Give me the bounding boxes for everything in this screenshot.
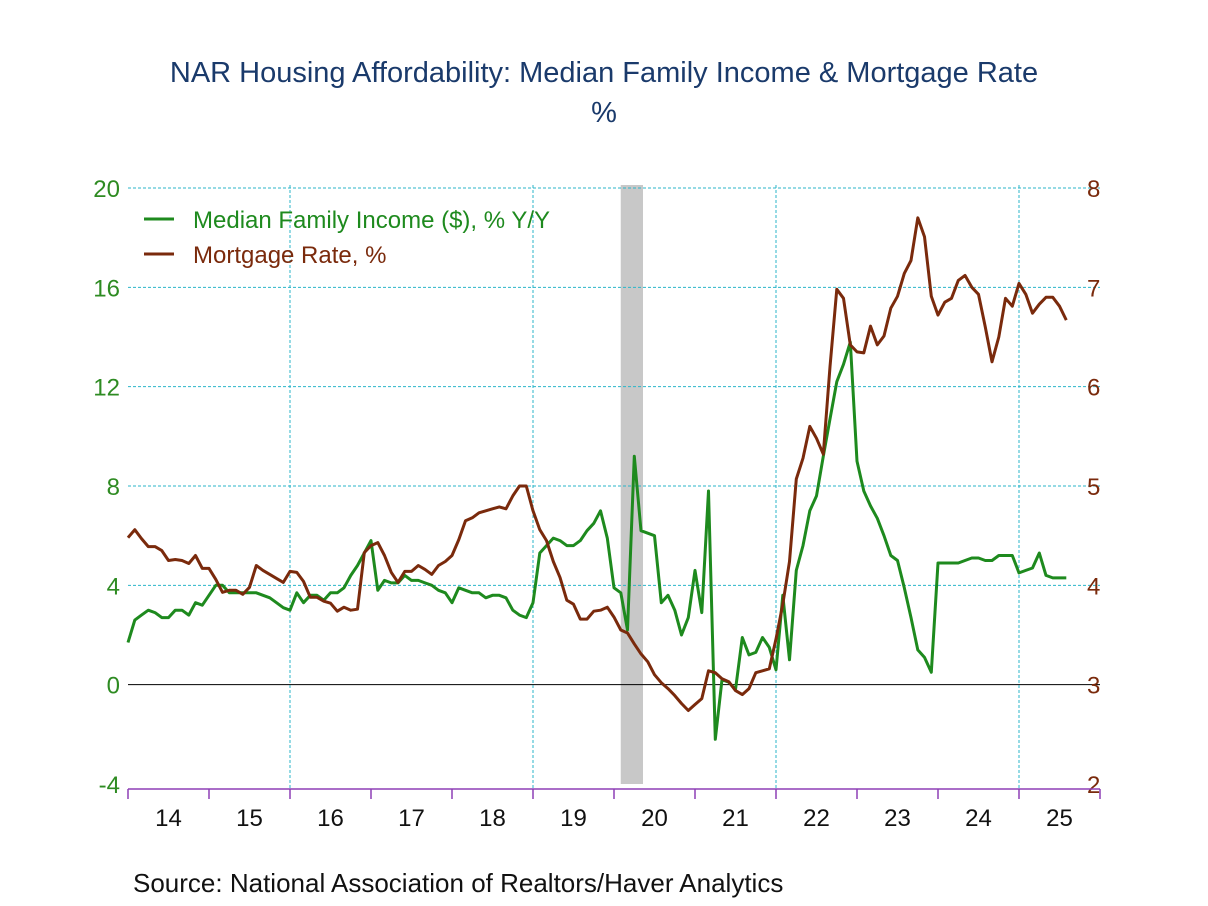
right-axis-tick-label: 5 [1087, 474, 1100, 501]
left-axis-tick-label: 16 [93, 275, 120, 302]
chart-title: NAR Housing Affordability: Median Family… [169, 57, 1039, 89]
x-axis-tick-label: 25 [1046, 805, 1073, 832]
x-axis-tick-label: 24 [965, 805, 992, 832]
x-axis-tick-label: 17 [398, 805, 425, 832]
x-axis-tick-label: 21 [722, 805, 749, 832]
x-axis-tick-label: 22 [803, 805, 830, 832]
x-axis-tick-label: 15 [236, 805, 263, 832]
legend-label: Median Family Income ($), % Y/Y [193, 207, 550, 234]
x-axis-tick-label: 16 [317, 805, 344, 832]
left-axis-tick-label: 12 [93, 375, 120, 402]
right-axis-tick-label: 3 [1087, 673, 1100, 700]
right-axis-tick-label: 7 [1087, 275, 1100, 302]
right-axis-tick-label: 4 [1087, 573, 1100, 600]
x-axis-tick-label: 19 [560, 805, 587, 832]
right-axis-tick-label: 6 [1087, 375, 1100, 402]
x-axis-tick-label: 20 [641, 805, 668, 832]
x-axis-tick-label: 23 [884, 805, 911, 832]
left-axis-tick-label: 4 [107, 573, 120, 600]
chart-subtitle: % [591, 97, 617, 129]
left-axis-tick-label: 20 [93, 176, 120, 203]
left-axis-tick-label: -4 [99, 772, 120, 799]
income-series-line [126, 340, 1067, 741]
left-axis-tick-label: 0 [107, 673, 120, 700]
x-axis-tick-label: 18 [479, 805, 506, 832]
left-axis-tick-label: 8 [107, 474, 120, 501]
source-note: Source: National Association of Realtors… [133, 868, 784, 898]
right-axis-tick-label: 8 [1087, 176, 1100, 203]
x-axis-tick-label: 14 [155, 805, 182, 832]
right-axis-tick-label: 2 [1087, 772, 1100, 799]
legend-label: Mortgage Rate, % [193, 242, 386, 269]
mortgage-rate-series-line [126, 216, 1068, 712]
